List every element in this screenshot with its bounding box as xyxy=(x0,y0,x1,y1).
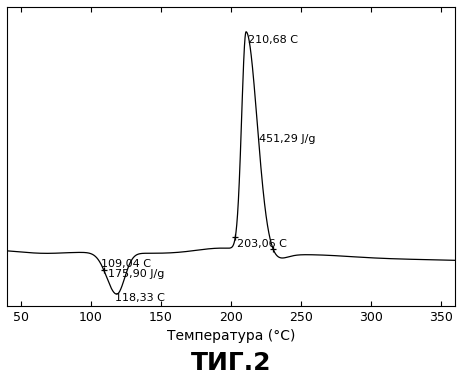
Text: 203,06 C: 203,06 C xyxy=(237,239,287,249)
Text: 175,90 J/g: 175,90 J/g xyxy=(108,269,164,279)
Text: 451,29 J/g: 451,29 J/g xyxy=(259,134,316,144)
X-axis label: Температура (°C): Температура (°C) xyxy=(167,330,295,343)
Text: 210,68 C: 210,68 C xyxy=(248,35,298,45)
Text: 109,04 C: 109,04 C xyxy=(101,259,151,269)
Text: 118,33 C: 118,33 C xyxy=(115,293,165,303)
Text: ΤИГ.2: ΤИГ.2 xyxy=(191,352,272,375)
